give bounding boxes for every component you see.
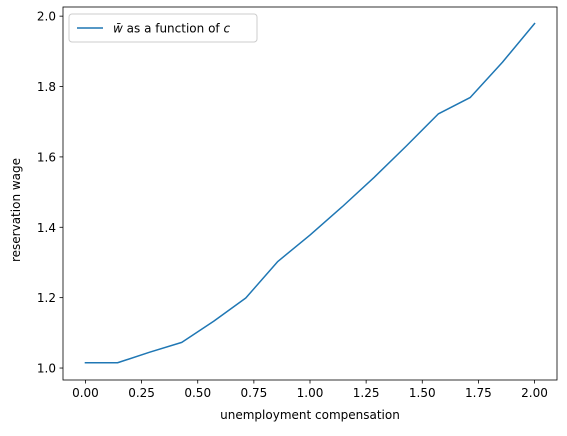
x-tick-label: 1.50	[409, 386, 436, 400]
x-tick-label: 1.25	[353, 386, 380, 400]
legend-label: w̄ as a function of c	[113, 22, 230, 36]
x-tick-label: 0.75	[241, 386, 268, 400]
y-tick-label: 2.0	[37, 10, 56, 24]
y-tick-label: 1.2	[37, 291, 56, 305]
y-axis-label: reservation wage	[9, 158, 23, 262]
y-tick-label: 1.8	[37, 80, 56, 94]
x-tick-label: 1.75	[465, 386, 492, 400]
x-tick-label: 1.00	[297, 386, 324, 400]
x-axis-label: unemployment compensation	[220, 408, 400, 422]
x-tick-label: 0.50	[184, 386, 211, 400]
x-tick-label: 0.00	[72, 386, 99, 400]
y-tick-label: 1.0	[37, 362, 56, 376]
x-tick-label: 2.00	[521, 386, 548, 400]
y-tick-label: 1.4	[37, 221, 56, 235]
y-tick-label: 1.6	[37, 150, 56, 164]
x-tick-label: 0.25	[128, 386, 155, 400]
